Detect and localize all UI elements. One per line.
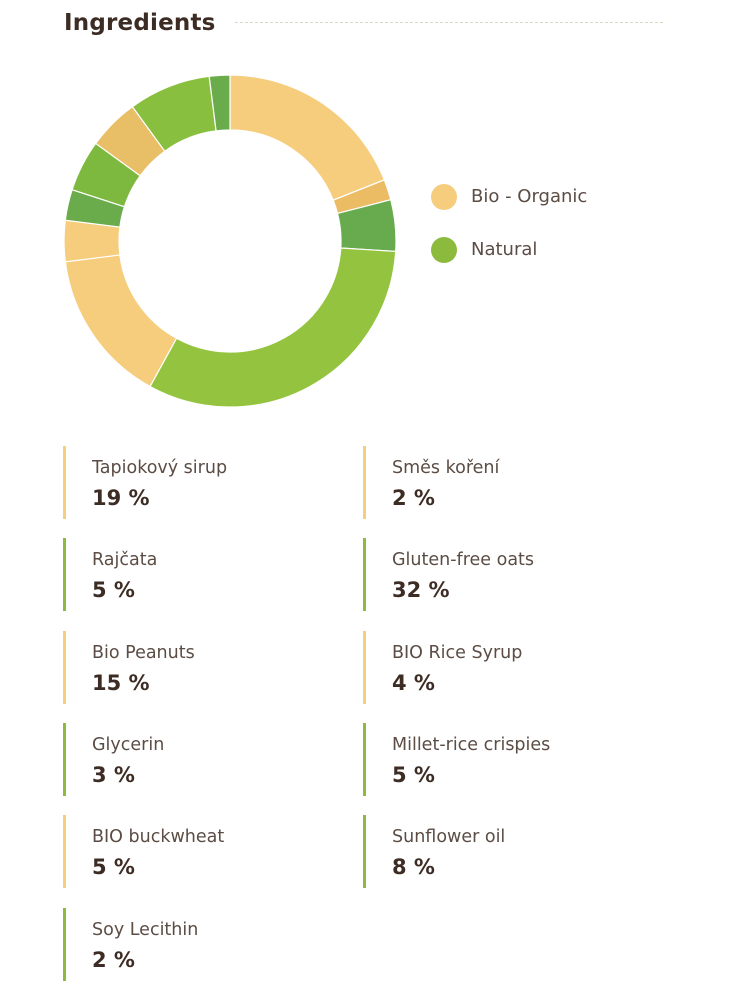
ingredient-percent: 2 % (392, 486, 435, 510)
ingredient-percent: 5 % (92, 578, 135, 602)
legend-swatch-natural (431, 237, 457, 263)
section-title: Ingredients (64, 10, 216, 36)
ingredient-item: Směs koření 2 % (363, 446, 626, 519)
ingredient-percent: 5 % (392, 763, 435, 787)
donut-slice (149, 247, 397, 408)
ingredient-item: BIO buckwheat 5 % (63, 815, 326, 888)
legend-swatch-bio (431, 184, 457, 210)
ingredient-name: Soy Lecithin (92, 920, 199, 940)
title-divider (235, 22, 663, 23)
ingredient-name: Bio Peanuts (92, 643, 195, 663)
ingredient-name: Gluten-free oats (392, 550, 535, 570)
ingredient-name: Tapiokový sirup (92, 458, 228, 478)
ingredient-name: Glycerin (92, 735, 165, 755)
ingredient-item: Rajčata 5 % (63, 538, 326, 611)
ingredient-name: Směs koření (392, 458, 500, 478)
ingredient-item: Glycerin 3 % (63, 723, 326, 796)
ingredient-percent: 19 % (92, 486, 150, 510)
ingredient-percent: 32 % (392, 578, 450, 602)
ingredient-name: BIO buckwheat (92, 827, 225, 847)
ingredient-percent: 5 % (92, 855, 135, 879)
legend-label: Natural (471, 239, 538, 260)
ingredient-percent: 2 % (92, 948, 135, 972)
ingredient-percent: 15 % (92, 671, 150, 695)
donut-slice (208, 74, 231, 132)
ingredient-item: Millet-rice crispies 5 % (363, 723, 626, 796)
ingredient-name: Rajčata (92, 550, 158, 570)
ingredient-name: BIO Rice Syrup (392, 643, 523, 663)
ingredient-item: BIO Rice Syrup 4 % (363, 631, 626, 704)
ingredient-percent: 8 % (392, 855, 435, 879)
ingredient-item: Bio Peanuts 15 % (63, 631, 326, 704)
ingredients-donut-chart (63, 74, 397, 408)
ingredient-name: Millet-rice crispies (392, 735, 551, 755)
legend-label: Bio - Organic (471, 186, 588, 207)
ingredient-item: Soy Lecithin 2 % (63, 908, 326, 981)
ingredient-percent: 3 % (92, 763, 135, 787)
ingredient-item: Sunflower oil 8 % (363, 815, 626, 888)
ingredient-name: Sunflower oil (392, 827, 506, 847)
ingredient-item: Gluten-free oats 32 % (363, 538, 626, 611)
ingredient-percent: 4 % (392, 671, 435, 695)
ingredient-item: Tapiokový sirup 19 % (63, 446, 326, 519)
